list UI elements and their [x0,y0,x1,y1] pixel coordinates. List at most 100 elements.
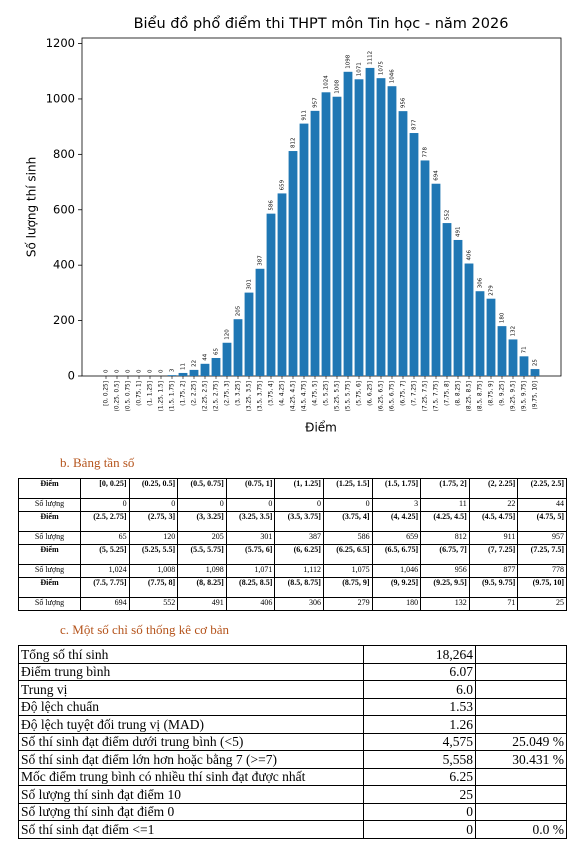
x-tick-label: (2, 2.25] [192,381,198,406]
data-label: 11 [181,363,187,370]
score-range: (9.75, 10] [517,577,567,598]
score-range: [0, 0.25] [80,478,130,499]
count: 25 [517,597,567,611]
stat-row: Số thí sinh đạt điểm <=1 0 0.0 % [18,820,567,839]
stat-value: 25 [363,785,476,804]
stat-value: 6.07 [363,662,476,681]
score-range: (9.25, 9.5] [420,577,470,598]
stat-label: Số thí sinh đạt điểm lớn hơn hoặc bằng 7… [18,750,364,769]
score-range: (8.25, 8.5] [225,577,276,598]
score-range: (3, 3.25] [177,511,227,532]
count: 22 [468,498,519,512]
stat-value: 18,264 [363,645,476,664]
count: 659 [371,531,422,545]
chart-title: Biểu đồ phổ điểm thi THPT môn Tin học - … [134,15,509,32]
stat-percent [475,697,567,716]
score-range: (2, 2.25] [468,478,519,499]
x-tick-label: (2.75, 3] [225,381,231,406]
score-range: (7, 7.25] [468,544,519,565]
data-label: 0 [115,369,121,373]
bar [409,133,419,376]
y-tick-label: 800 [53,147,75,161]
y-axis-label: Số lượng thí sinh [25,157,39,257]
x-tick-label: (5.75, 6] [357,381,363,406]
stat-percent [475,802,567,821]
count-row: Số lượng 694 552 491 406 306 279 180 132 71 25 [18,597,567,611]
bar [266,213,276,376]
x-tick-label: (6.5, 6.75] [390,381,396,411]
count: 1,075 [322,564,373,578]
count: 957 [517,531,567,545]
x-tick-label: (0.75, 1] [137,381,143,406]
y-tick-label: 200 [53,313,75,327]
bar [398,111,408,376]
x-tick-label: (4.75, 5] [313,381,319,406]
stat-label: Độ lệch tuyệt đối trung vị (MAD) [18,715,364,734]
data-label: 1024 [324,75,330,89]
score-range: (9, 9.25] [371,577,422,598]
stat-percent: 0.0 % [475,820,567,839]
data-label: 552 [445,210,451,221]
data-label: 387 [258,255,264,266]
count: 301 [225,531,276,545]
header-row: Điểm (5, 5.25] (5.25, 5.5] (5.5, 5.75] (5.75… [18,544,567,565]
x-tick-label: (0.5, 0.75] [126,381,132,411]
count: 877 [468,564,519,578]
score-range: (8, 8.25] [177,577,227,598]
bar [277,193,287,376]
x-tick-label: (9.5, 9.75] [522,381,528,411]
data-label: 65 [214,347,220,354]
stat-percent [475,785,567,804]
count: 1,098 [177,564,227,578]
stat-label: Số thí sinh đạt điểm dưới trung bình (<5… [18,732,364,751]
score-range: (5.25, 5.5] [128,544,179,565]
score-range: (1.5, 1.75] [371,478,422,499]
count: 0 [322,498,373,512]
stat-percent [475,715,567,734]
data-label: 120 [225,329,231,340]
x-tick-label: (9.75, 10] [533,381,539,410]
score-range: (1, 1.25] [274,478,324,499]
chart: Biểu đồ phổ điểm thi THPT môn Tin học - … [25,15,562,435]
count: 586 [322,531,373,545]
bar [387,86,397,377]
bar [365,67,375,376]
data-label: 812 [291,138,297,149]
count: 306 [274,597,324,611]
x-tick-label: [0, 0.25] [104,381,110,406]
stat-value: 5,558 [363,750,476,769]
count: 0 [128,498,179,512]
count: 11 [420,498,470,512]
stat-value: 1.26 [363,715,476,734]
bar [310,110,320,376]
data-label: 1046 [390,69,396,83]
row-label: Điểm [18,511,81,532]
score-range: (0.5, 0.75] [177,478,227,499]
bar [519,356,529,376]
stat-row: Mốc điểm trung bình có nhiều thí sinh đạ… [18,767,567,786]
stat-row: Số thí sinh đạt điểm lớn hơn hoặc bằng 7… [18,750,567,769]
bar [431,183,441,376]
frequency-table: Điểm [0, 0.25] (0.25, 0.5] (0.5, 0.75] (0.75… [18,478,567,611]
x-tick-label: (4, 4.25] [280,381,286,406]
x-tick-label: (1.5, 1.75] [170,381,176,411]
bar [497,326,507,376]
score-range: (4, 4.25] [371,511,422,532]
data-label: 306 [478,277,484,288]
data-label: 22 [192,360,198,367]
stat-value: 6.25 [363,767,476,786]
row-label: Số lượng [18,597,81,611]
x-tick-label: (8.75, 9] [489,381,495,406]
stat-row: Số thí sinh đạt điểm dưới trung bình (<5… [18,732,567,751]
count: 279 [322,597,373,611]
count: 956 [420,564,470,578]
count: 65 [80,531,130,545]
x-tick-label: (7, 7.25] [412,381,418,406]
row-label: Số lượng [18,498,81,512]
x-tick-label: (1, 1.25] [148,381,154,406]
header-row: Điểm (7.5, 7.75] (7.75, 8] (8, 8.25] (8.25, … [18,577,567,598]
count: 491 [177,597,227,611]
bar [167,375,177,376]
y-tick-label: 1000 [46,91,75,105]
